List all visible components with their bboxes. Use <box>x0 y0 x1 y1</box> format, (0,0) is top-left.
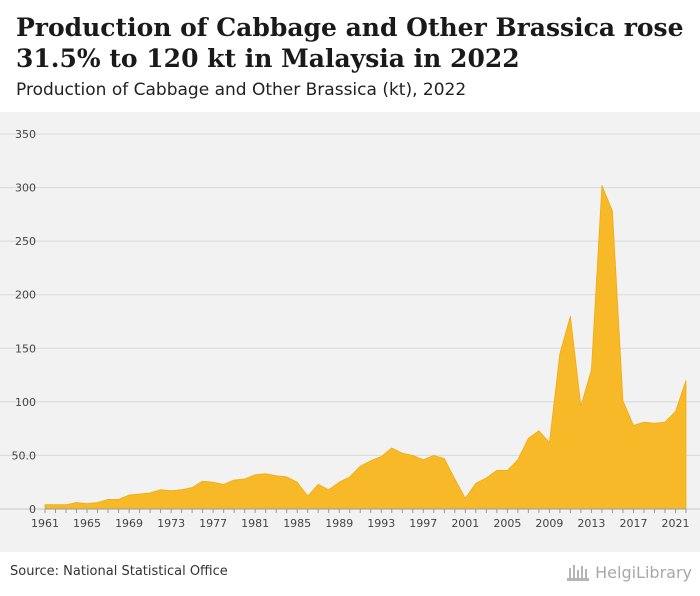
x-tick-label: 2013 <box>577 517 605 530</box>
chart-title: Production of Cabbage and Other Brassica… <box>16 13 684 73</box>
y-tick-label: 200 <box>15 289 36 302</box>
x-tick-label: 2021 <box>661 517 689 530</box>
x-tick-label: 1989 <box>325 517 353 530</box>
y-tick-label: 50.0 <box>12 449 37 462</box>
x-tick-label: 1981 <box>241 517 269 530</box>
x-tick-label: 1997 <box>409 517 437 530</box>
chart-subtitle: Production of Cabbage and Other Brassica… <box>16 80 467 100</box>
header: Production of Cabbage and Other Brassica… <box>0 0 700 112</box>
area-series <box>44 185 687 510</box>
helgilibrary-logo: HelgiLibrary <box>566 560 692 584</box>
source-note: Source: National Statistical Office <box>10 564 228 579</box>
x-tick-label: 1961 <box>31 517 59 530</box>
x-tick-label: 1965 <box>73 517 101 530</box>
y-tick-label: 250 <box>15 235 36 248</box>
x-tick-label: 1985 <box>283 517 311 530</box>
x-tick-label: 2017 <box>619 517 647 530</box>
y-tick-label: 300 <box>15 182 36 195</box>
x-tick-label: 1973 <box>157 517 185 530</box>
area-chart: 0 50.0 100 150 200 250 300 350 1961 1965 1969 1973 1… <box>0 128 700 530</box>
y-tick-label: 0 <box>29 503 36 516</box>
x-tick-label: 1977 <box>199 517 227 530</box>
x-tick-label: 1969 <box>115 517 143 530</box>
y-tick-label: 100 <box>15 396 36 409</box>
x-tick-label: 1993 <box>367 517 395 530</box>
y-tick-label: 150 <box>15 342 36 355</box>
y-tick-label: 350 <box>15 128 36 141</box>
x-tick-label: 2009 <box>535 517 563 530</box>
x-tick-label: 2001 <box>451 517 479 530</box>
logo-text: HelgiLibrary <box>595 562 692 582</box>
x-tick-label: 2005 <box>493 517 521 530</box>
library-building-icon <box>567 565 590 581</box>
